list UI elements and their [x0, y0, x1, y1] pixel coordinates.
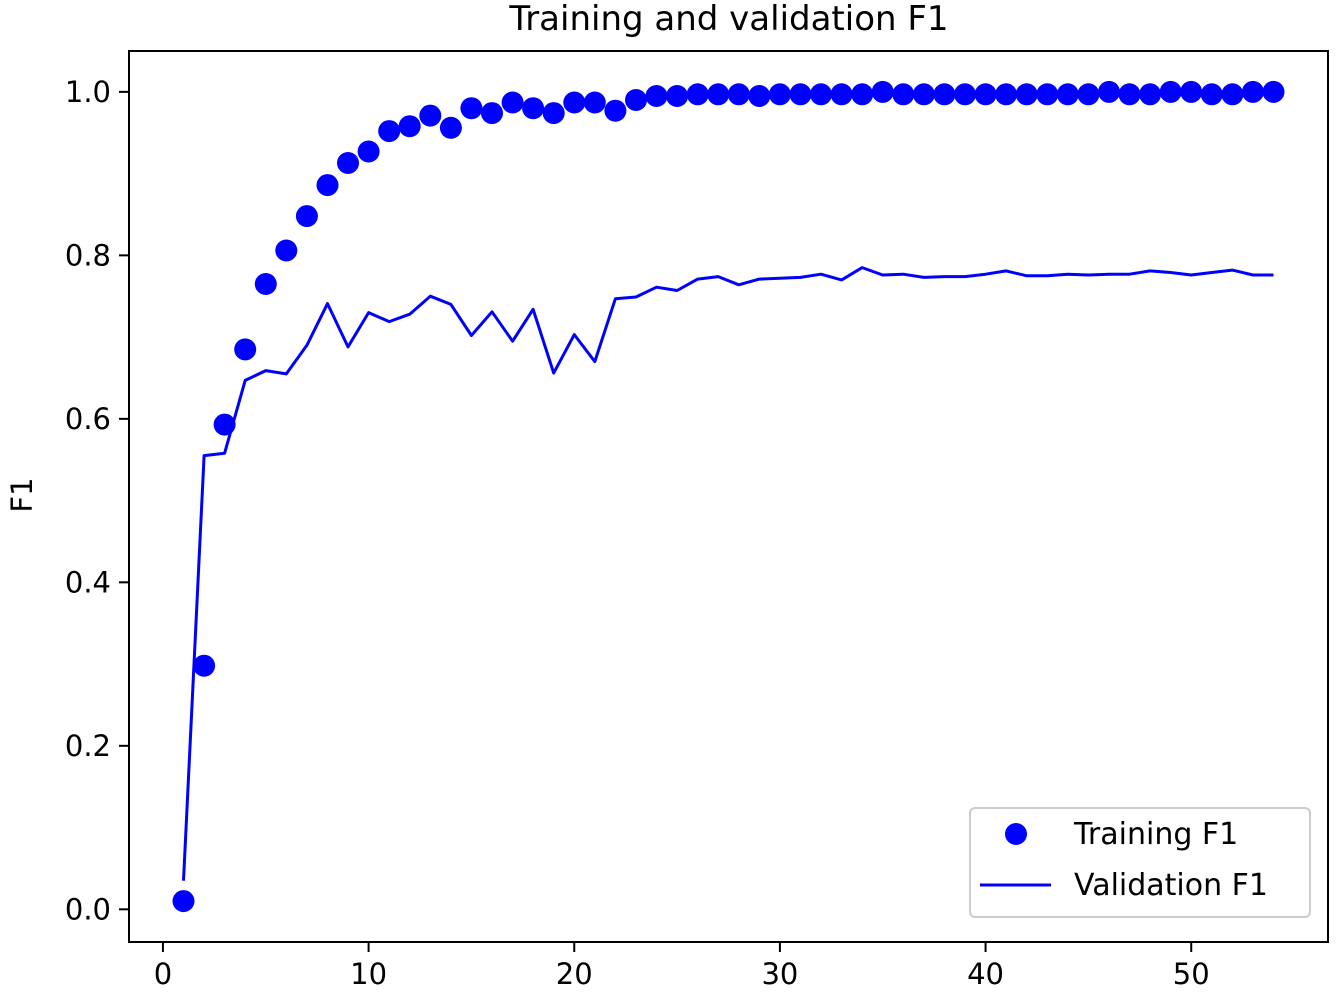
legend-box	[969, 807, 1311, 918]
y-tick-label: 1.0	[65, 75, 111, 109]
training-f1-point	[1262, 80, 1285, 103]
x-tick-label: 50	[1173, 957, 1210, 991]
training-f1-point	[1015, 83, 1038, 106]
training-f1-point	[254, 273, 277, 295]
series-line-validation-f1	[182, 266, 1274, 881]
training-f1-point	[666, 85, 689, 107]
x-tick-label: 0	[154, 957, 172, 991]
training-f1-point	[1241, 80, 1264, 103]
training-f1-point	[871, 80, 894, 103]
training-f1-point	[193, 654, 216, 677]
y-tick-label: 0.8	[65, 238, 111, 272]
training-f1-point	[954, 83, 976, 106]
x-tick-label: 10	[350, 957, 387, 991]
training-f1-point	[1056, 83, 1079, 106]
axes-frame	[128, 50, 1329, 943]
training-f1-point	[481, 102, 503, 125]
training-f1-point	[625, 89, 647, 111]
training-f1-point	[398, 115, 421, 138]
training-f1-point	[583, 91, 606, 114]
y-tick-label: 0.2	[65, 729, 111, 763]
legend-training-marker	[1005, 823, 1027, 845]
training-f1-point	[810, 83, 832, 106]
training-f1-point	[419, 104, 442, 127]
training-f1-point	[295, 205, 318, 228]
x-tick-label: 40	[967, 957, 1004, 991]
training-f1-point	[501, 91, 524, 114]
training-f1-point	[686, 83, 709, 106]
training-f1-point	[1180, 80, 1203, 103]
y-axis: 0.0 0.2 0.4 0.6 0.8 1.0	[65, 75, 129, 926]
training-f1-point	[1221, 83, 1244, 106]
training-f1-point	[892, 83, 915, 106]
training-f1-point	[748, 85, 771, 107]
x-axis: 0 10 20 30 40 50	[154, 942, 1210, 991]
training-f1-point	[830, 83, 853, 106]
training-f1-point	[768, 83, 791, 106]
x-tick-label: 30	[761, 957, 798, 991]
training-f1-point	[275, 239, 298, 262]
training-f1-point	[1036, 83, 1059, 106]
training-f1-point	[974, 83, 997, 106]
training-f1-point	[234, 338, 257, 361]
training-f1-point	[995, 83, 1018, 106]
training-f1-point	[727, 83, 750, 106]
legend-validation-label: Validation F1	[1074, 868, 1268, 903]
training-f1-point	[1200, 83, 1223, 106]
training-f1-point	[645, 85, 668, 107]
training-f1-point	[912, 83, 935, 106]
x-tick-label: 20	[556, 957, 593, 991]
training-f1-point	[604, 99, 627, 122]
chart-title: Training and validation F1	[508, 0, 948, 39]
y-tick-label: 0.6	[65, 402, 111, 436]
training-f1-point	[172, 890, 195, 913]
training-f1-point	[439, 116, 462, 139]
training-f1-point	[460, 97, 483, 120]
plot-area	[172, 80, 1285, 913]
training-f1-point	[542, 102, 565, 125]
training-f1-point	[1098, 80, 1120, 103]
training-f1-point	[357, 140, 380, 163]
y-axis-label: F1	[5, 477, 39, 512]
y-tick-label: 0.4	[65, 565, 111, 599]
training-f1-point	[522, 97, 545, 120]
training-f1-point	[789, 83, 812, 106]
training-f1-point	[1118, 83, 1141, 106]
training-f1-point	[1077, 83, 1100, 106]
training-f1-point	[933, 83, 956, 106]
training-f1-point	[851, 83, 874, 106]
training-f1-point	[378, 120, 401, 143]
legend-training-label: Training F1	[1073, 817, 1238, 852]
training-f1-point	[316, 174, 339, 197]
training-f1-point	[563, 91, 586, 114]
y-tick-label: 0.0	[65, 892, 111, 926]
legend: Training F1 Validation F1	[969, 807, 1311, 918]
training-f1-point	[1159, 80, 1182, 103]
training-f1-point	[1139, 83, 1162, 106]
training-f1-point	[707, 83, 730, 106]
training-f1-point	[337, 152, 359, 174]
